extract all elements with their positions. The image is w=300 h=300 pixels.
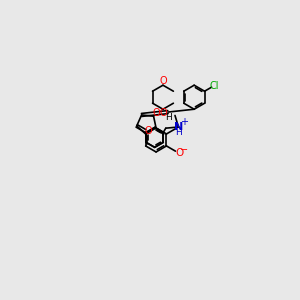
Text: Cl: Cl [209,81,219,91]
Text: H: H [165,113,172,122]
Text: O: O [145,126,152,136]
Text: H: H [175,128,182,136]
Text: O: O [175,148,183,158]
Text: O: O [159,108,167,118]
Text: O: O [159,76,167,86]
Text: O: O [153,108,160,118]
Text: N: N [174,122,183,132]
Text: +: + [180,117,188,127]
Text: −: − [180,145,188,155]
